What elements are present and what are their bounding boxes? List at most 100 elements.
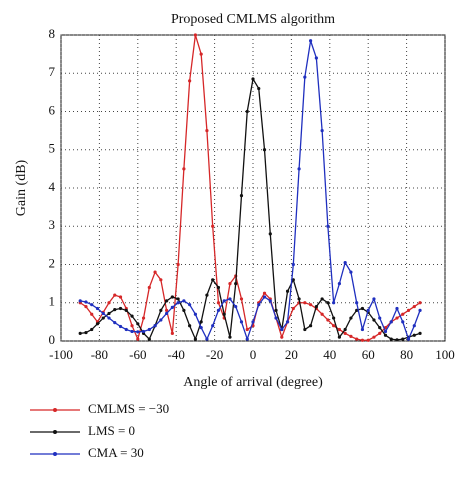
data-point <box>389 337 393 341</box>
data-point <box>118 324 123 329</box>
data-point <box>349 316 353 320</box>
data-point <box>268 299 272 303</box>
data-point <box>101 311 105 316</box>
data-point <box>332 324 336 328</box>
data-point <box>291 278 295 282</box>
data-point <box>205 337 209 341</box>
data-point <box>95 322 100 326</box>
data-point <box>136 337 140 341</box>
data-point <box>211 324 215 328</box>
data-point <box>245 327 249 332</box>
data-point <box>165 299 169 303</box>
data-point <box>113 321 117 325</box>
data-point <box>222 299 226 303</box>
data-point <box>297 297 301 301</box>
data-point <box>78 299 82 303</box>
x-tick-label: -60 <box>129 347 146 362</box>
data-point <box>395 306 399 311</box>
data-point <box>378 326 382 330</box>
data-point <box>320 297 324 301</box>
data-point <box>124 327 128 332</box>
data-point <box>130 324 134 328</box>
data-point <box>234 282 238 286</box>
data-point <box>176 301 180 305</box>
data-point <box>90 303 94 307</box>
y-tick-label: 4 <box>49 179 56 194</box>
data-point <box>101 316 105 320</box>
data-point <box>239 320 244 324</box>
data-point <box>401 320 405 324</box>
data-point <box>355 301 359 305</box>
data-point <box>314 304 318 309</box>
data-point <box>309 324 313 328</box>
y-tick-label: 8 <box>49 26 56 41</box>
data-point <box>130 314 134 318</box>
legend-marker <box>53 408 57 412</box>
data-point <box>303 301 307 305</box>
y-tick-label: 1 <box>49 294 56 309</box>
data-point <box>118 295 123 299</box>
data-point <box>372 318 376 322</box>
data-point <box>326 224 330 228</box>
data-point <box>401 337 405 341</box>
legend-label: CMA = 30 <box>88 445 144 460</box>
data-point <box>193 312 197 316</box>
data-point <box>188 303 192 307</box>
data-point <box>159 318 163 322</box>
data-point <box>165 308 169 312</box>
data-point <box>234 304 238 309</box>
data-point <box>228 282 232 286</box>
data-point <box>147 337 151 341</box>
data-point <box>90 327 94 332</box>
data-point <box>90 312 94 316</box>
data-point <box>366 308 370 312</box>
data-point <box>389 320 393 324</box>
data-point <box>285 320 290 324</box>
data-point <box>199 320 203 324</box>
data-point <box>337 335 341 339</box>
data-point <box>84 300 88 304</box>
data-point <box>326 301 330 305</box>
data-point <box>309 39 313 43</box>
data-point <box>262 291 267 295</box>
legend-marker <box>53 452 57 456</box>
data-point <box>251 77 255 81</box>
data-point <box>418 308 422 312</box>
x-tick-label: 20 <box>285 347 298 362</box>
data-point <box>395 338 399 342</box>
data-point <box>239 297 244 301</box>
data-point <box>326 318 330 322</box>
data-point <box>406 337 411 341</box>
data-point <box>84 304 88 309</box>
data-point <box>303 327 307 332</box>
y-tick-label: 3 <box>49 217 56 232</box>
data-point <box>360 306 365 311</box>
data-point <box>280 327 284 332</box>
x-tick-label: -20 <box>206 347 223 362</box>
data-point <box>257 86 261 91</box>
data-point <box>216 301 221 305</box>
data-point <box>107 301 111 305</box>
data-point <box>418 331 422 335</box>
data-point <box>165 311 169 316</box>
data-point <box>159 278 163 282</box>
data-point <box>366 338 370 342</box>
data-point <box>159 308 163 312</box>
data-point <box>245 337 249 341</box>
data-point <box>182 308 186 312</box>
data-point <box>257 303 261 307</box>
data-point <box>188 79 192 83</box>
data-point <box>337 327 341 332</box>
data-point <box>383 333 388 337</box>
data-point <box>141 316 146 320</box>
chart-title: Proposed CMLMS algorithm <box>171 12 335 27</box>
data-point <box>78 331 82 335</box>
data-point <box>136 330 140 334</box>
data-point <box>228 335 232 339</box>
data-point <box>153 270 157 274</box>
legend-label: CMLMS = −30 <box>88 401 169 416</box>
data-point <box>118 306 123 311</box>
data-point <box>141 329 146 334</box>
data-point <box>136 322 140 326</box>
